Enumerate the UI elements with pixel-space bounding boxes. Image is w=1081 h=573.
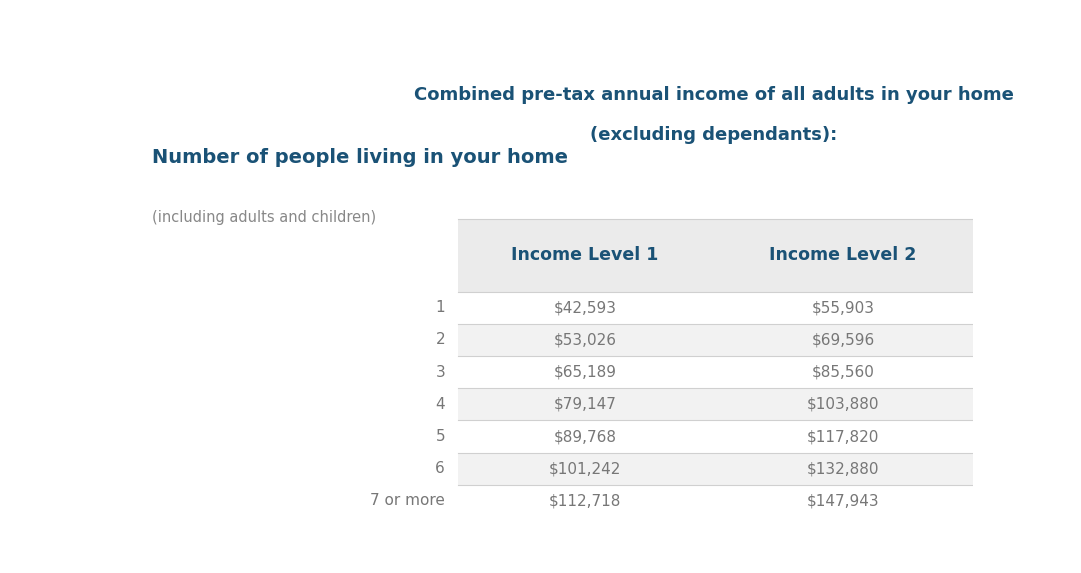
Text: (including adults and children): (including adults and children) [151, 210, 376, 225]
Bar [457, 292, 973, 324]
Bar [457, 421, 973, 453]
Text: $85,560: $85,560 [812, 364, 875, 379]
Text: $101,242: $101,242 [549, 461, 622, 476]
Bar [457, 356, 973, 388]
Text: $79,147: $79,147 [553, 397, 616, 412]
Text: 7 or more: 7 or more [370, 493, 445, 508]
Text: 3: 3 [436, 364, 445, 379]
Text: $42,593: $42,593 [553, 300, 616, 315]
Text: $53,026: $53,026 [553, 332, 616, 347]
Text: $117,820: $117,820 [806, 429, 879, 444]
Bar [457, 388, 973, 421]
Bar [457, 485, 973, 517]
Bar [457, 219, 973, 292]
Text: 1: 1 [436, 300, 445, 315]
Text: (excluding dependants):: (excluding dependants): [590, 126, 838, 144]
Text: Number of people living in your home: Number of people living in your home [151, 148, 568, 167]
Text: $132,880: $132,880 [806, 461, 879, 476]
Text: Income Level 2: Income Level 2 [770, 246, 917, 264]
Text: 6: 6 [436, 461, 445, 476]
Text: $65,189: $65,189 [553, 364, 616, 379]
Text: $89,768: $89,768 [553, 429, 616, 444]
Text: Combined pre-tax annual income of all adults in your home: Combined pre-tax annual income of all ad… [414, 87, 1014, 104]
Text: Income Level 1: Income Level 1 [511, 246, 658, 264]
Bar [457, 324, 973, 356]
Text: 2: 2 [436, 332, 445, 347]
Text: $55,903: $55,903 [812, 300, 875, 315]
Text: 5: 5 [436, 429, 445, 444]
Text: $69,596: $69,596 [812, 332, 875, 347]
Text: $103,880: $103,880 [806, 397, 879, 412]
Text: $112,718: $112,718 [549, 493, 622, 508]
Bar [457, 453, 973, 485]
Text: 4: 4 [436, 397, 445, 412]
Text: $147,943: $147,943 [806, 493, 879, 508]
